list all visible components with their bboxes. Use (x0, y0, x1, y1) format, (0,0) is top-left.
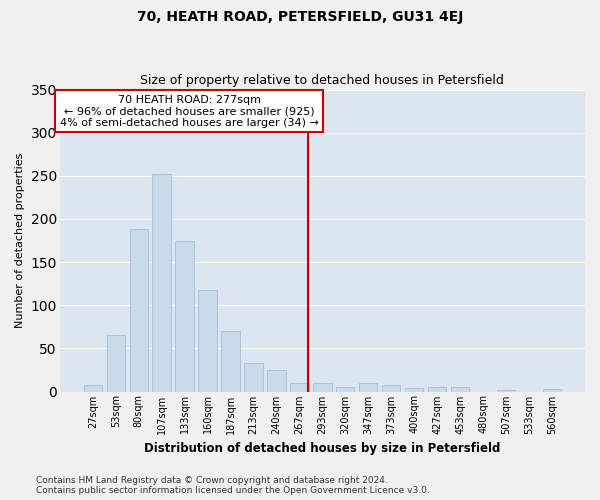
Bar (382, 386, 400, 392)
Bar (199, 290, 217, 392)
Bar (107, 336, 125, 392)
Bar (451, 387, 469, 392)
Bar (336, 387, 355, 392)
Bar (130, 230, 148, 392)
Bar (221, 331, 240, 392)
Text: 70 HEATH ROAD: 277sqm
← 96% of detached houses are smaller (925)
4% of semi-deta: 70 HEATH ROAD: 277sqm ← 96% of detached … (60, 94, 319, 128)
Bar (405, 388, 424, 392)
Bar (83, 386, 102, 392)
Bar (267, 370, 286, 392)
Bar (313, 383, 332, 392)
Title: Size of property relative to detached houses in Petersfield: Size of property relative to detached ho… (140, 74, 504, 87)
Bar (290, 383, 308, 392)
Bar (428, 387, 446, 392)
Text: 70, HEATH ROAD, PETERSFIELD, GU31 4EJ: 70, HEATH ROAD, PETERSFIELD, GU31 4EJ (137, 10, 463, 24)
Bar (175, 240, 194, 392)
Bar (244, 363, 263, 392)
Text: Contains HM Land Registry data © Crown copyright and database right 2024.
Contai: Contains HM Land Registry data © Crown c… (36, 476, 430, 495)
Y-axis label: Number of detached properties: Number of detached properties (15, 153, 25, 328)
X-axis label: Distribution of detached houses by size in Petersfield: Distribution of detached houses by size … (144, 442, 500, 455)
Bar (497, 390, 515, 392)
Bar (543, 389, 561, 392)
Bar (359, 383, 377, 392)
Bar (152, 174, 171, 392)
